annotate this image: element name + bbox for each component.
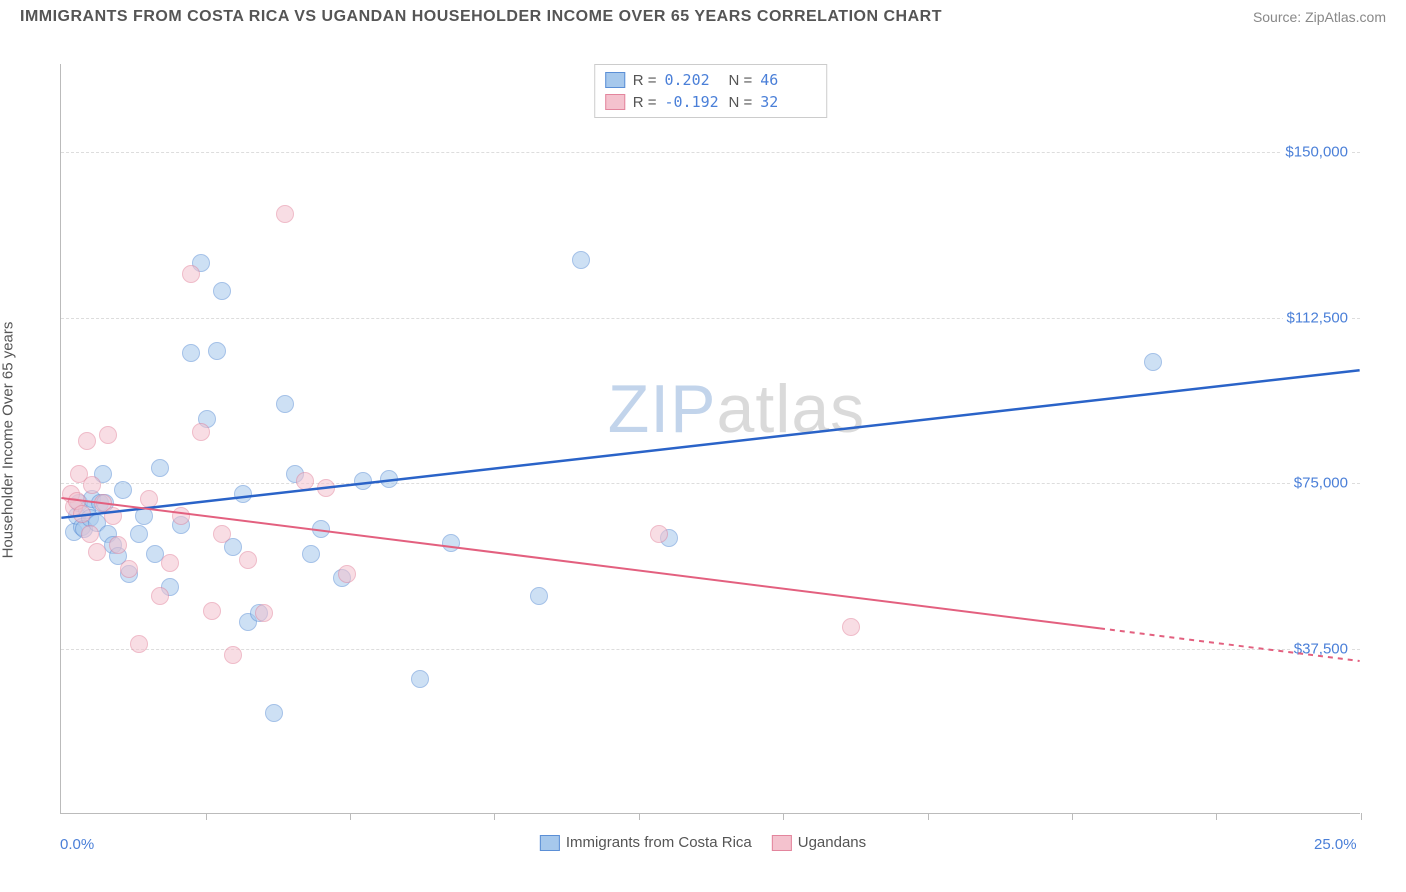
x-tick	[1361, 813, 1362, 820]
n-value-2: 32	[760, 93, 816, 111]
gridline	[61, 649, 1360, 650]
x-tick	[783, 813, 784, 820]
y-axis-title: Householder Income Over 65 years	[0, 322, 17, 559]
data-point	[650, 525, 668, 543]
data-point	[208, 342, 226, 360]
data-point	[276, 395, 294, 413]
data-point	[213, 525, 231, 543]
data-point	[255, 604, 273, 622]
data-point	[312, 520, 330, 538]
n-label: N =	[729, 72, 753, 89]
data-point	[192, 423, 210, 441]
data-point	[104, 507, 122, 525]
x-axis-min-label: 0.0%	[60, 836, 94, 853]
legend-item: Ugandans	[772, 834, 866, 851]
x-tick	[639, 813, 640, 820]
data-point	[224, 646, 242, 664]
data-point	[411, 670, 429, 688]
data-point	[120, 560, 138, 578]
x-tick	[494, 813, 495, 820]
r-value-1: 0.202	[665, 71, 721, 89]
chart-source: Source: ZipAtlas.com	[1253, 9, 1386, 25]
watermark-atlas: atlas	[717, 371, 866, 447]
x-axis-max-label: 25.0%	[1314, 836, 1357, 853]
data-point	[83, 476, 101, 494]
legend-item: Immigrants from Costa Rica	[540, 834, 752, 851]
data-point	[140, 490, 158, 508]
data-point	[1144, 353, 1162, 371]
gridline	[61, 483, 1360, 484]
r-label: R =	[633, 72, 657, 89]
data-point	[109, 536, 127, 554]
trend-lines	[61, 64, 1360, 813]
data-point	[276, 205, 294, 223]
data-point	[442, 534, 460, 552]
y-tick-label: $112,500	[1283, 309, 1352, 326]
chart-container: Householder Income Over 65 years ZIPatla…	[20, 40, 1386, 840]
data-point	[182, 265, 200, 283]
data-point	[161, 554, 179, 572]
data-point	[203, 602, 221, 620]
data-point	[265, 704, 283, 722]
data-point	[380, 470, 398, 488]
data-point	[530, 587, 548, 605]
chart-title: IMMIGRANTS FROM COSTA RICA VS UGANDAN HO…	[20, 8, 942, 26]
data-point	[151, 587, 169, 605]
data-point	[88, 543, 106, 561]
data-point	[151, 459, 169, 477]
n-label: N =	[729, 94, 753, 111]
n-value-1: 46	[760, 71, 816, 89]
correlation-legend: R = 0.202 N = 46 R = -0.192 N = 32	[594, 64, 828, 118]
series-legend: Immigrants from Costa Rica Ugandans	[540, 834, 866, 851]
y-tick-label: $75,000	[1290, 475, 1352, 492]
data-point	[338, 565, 356, 583]
watermark-zip: ZIP	[608, 371, 717, 447]
x-tick	[350, 813, 351, 820]
data-point	[302, 545, 320, 563]
legend-label: Immigrants from Costa Rica	[566, 834, 752, 851]
correlation-row-2: R = -0.192 N = 32	[605, 91, 817, 113]
data-point	[182, 344, 200, 362]
gridline	[61, 318, 1360, 319]
data-point	[213, 282, 231, 300]
x-tick	[928, 813, 929, 820]
data-point	[99, 426, 117, 444]
data-point	[234, 485, 252, 503]
data-point	[172, 507, 190, 525]
data-point	[239, 551, 257, 569]
correlation-row-1: R = 0.202 N = 46	[605, 69, 817, 91]
legend-swatch	[772, 835, 792, 851]
swatch-series-2	[605, 94, 625, 110]
data-point	[354, 472, 372, 490]
data-point	[842, 618, 860, 636]
chart-header: IMMIGRANTS FROM COSTA RICA VS UGANDAN HO…	[0, 0, 1406, 32]
swatch-series-1	[605, 72, 625, 88]
data-point	[73, 505, 91, 523]
legend-swatch	[540, 835, 560, 851]
x-tick	[1216, 813, 1217, 820]
x-tick	[1072, 813, 1073, 820]
r-label: R =	[633, 94, 657, 111]
gridline	[61, 152, 1360, 153]
y-tick-label: $150,000	[1281, 144, 1352, 161]
watermark: ZIPatlas	[608, 370, 865, 448]
data-point	[78, 432, 96, 450]
r-value-2: -0.192	[665, 93, 721, 111]
data-point	[114, 481, 132, 499]
trend-line	[61, 370, 1359, 518]
data-point	[130, 525, 148, 543]
data-point	[135, 507, 153, 525]
plot-area: ZIPatlas R = 0.202 N = 46 R = -0.192 N =…	[60, 64, 1360, 814]
data-point	[317, 479, 335, 497]
data-point	[572, 251, 590, 269]
legend-label: Ugandans	[798, 834, 866, 851]
data-point	[130, 635, 148, 653]
data-point	[81, 525, 99, 543]
x-tick	[206, 813, 207, 820]
data-point	[296, 472, 314, 490]
y-tick-label: $37,500	[1290, 640, 1352, 657]
